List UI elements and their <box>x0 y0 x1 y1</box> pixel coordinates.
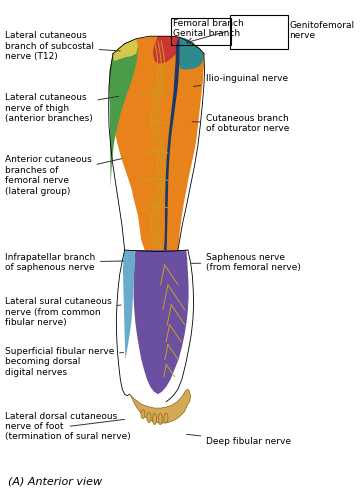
Polygon shape <box>123 250 135 360</box>
Text: Femoral branch
Genital branch: Femoral branch Genital branch <box>173 19 244 38</box>
Ellipse shape <box>147 412 151 422</box>
Bar <box>171 18 231 45</box>
Ellipse shape <box>152 414 156 424</box>
Ellipse shape <box>141 410 145 418</box>
Polygon shape <box>153 36 180 64</box>
Polygon shape <box>113 38 138 61</box>
Text: Ilio-inguinal nerve: Ilio-inguinal nerve <box>193 74 288 86</box>
Polygon shape <box>164 37 180 250</box>
Text: Deep fibular nerve: Deep fibular nerve <box>187 434 291 446</box>
Text: Infrapatellar branch
of saphenous nerve: Infrapatellar branch of saphenous nerve <box>5 252 123 272</box>
Text: Lateral sural cutaneous
nerve (from common
fibular nerve): Lateral sural cutaneous nerve (from comm… <box>5 298 121 327</box>
Text: Genitofemoral
nerve: Genitofemoral nerve <box>290 20 355 40</box>
Text: Cutaneous branch
of obturator nerve: Cutaneous branch of obturator nerve <box>192 114 290 133</box>
Text: Lateral dorsal cutaneous
nerve of foot
(termination of sural nerve): Lateral dorsal cutaneous nerve of foot (… <box>5 412 130 442</box>
Ellipse shape <box>158 414 162 424</box>
Ellipse shape <box>164 413 168 423</box>
Text: (A) Anterior view: (A) Anterior view <box>8 476 102 486</box>
Text: Lateral cutaneous
branch of subcostal
nerve (T12): Lateral cutaneous branch of subcostal ne… <box>5 31 120 61</box>
Polygon shape <box>180 37 204 70</box>
Polygon shape <box>130 389 191 423</box>
Text: Saphenous nerve
(from femoral nerve): Saphenous nerve (from femoral nerve) <box>191 252 301 272</box>
Text: Superficial fibular nerve
becoming dorsal
digital nerves: Superficial fibular nerve becoming dorsa… <box>5 347 123 377</box>
Polygon shape <box>109 38 138 188</box>
Text: Anterior cutaneous
branches of
femoral nerve
(lateral group): Anterior cutaneous branches of femoral n… <box>5 156 122 196</box>
Bar <box>229 15 288 48</box>
Polygon shape <box>125 250 188 394</box>
Polygon shape <box>109 36 204 250</box>
Text: Lateral cutaneous
nerve of thigh
(anterior branches): Lateral cutaneous nerve of thigh (anteri… <box>5 94 119 123</box>
